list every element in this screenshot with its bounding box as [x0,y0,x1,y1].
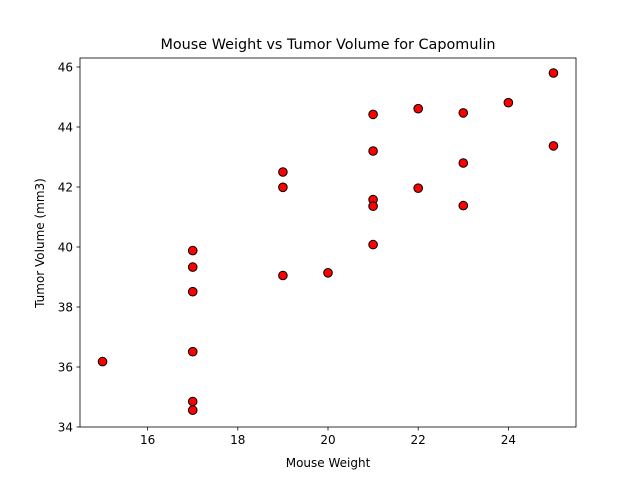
y-tick-label: 42 [58,181,73,195]
scatter-point [548,68,559,78]
scatter-point [278,167,288,177]
scatter-point [368,239,378,250]
y-tick-label: 38 [58,301,73,315]
scatter-point [278,182,288,193]
x-tick-label: 22 [411,433,426,447]
data-points [97,68,559,416]
x-axis-ticks: 16 18 20 22 24 [140,427,516,447]
scatter-point [187,286,198,297]
scatter-point [368,201,378,211]
y-tick-label: 36 [58,361,73,375]
axes-frame [79,57,577,428]
scatter-point [413,183,423,193]
scatter-point [458,200,469,211]
scatter-point [187,396,198,407]
y-axis-label: Tumor Volume (mm3) [33,178,47,309]
y-tick-label: 46 [58,61,73,75]
scatter-point [548,141,559,151]
x-tick-label: 20 [320,433,335,447]
scatter-point [503,97,514,108]
scatter-point [323,268,333,278]
scatter-point [278,270,288,281]
y-tick-label: 44 [58,121,73,135]
scatter-point [368,146,378,156]
y-axis-ticks: 34 36 38 40 42 44 46 [58,61,80,435]
scatter-point [187,405,198,416]
y-tick-label: 40 [58,241,73,255]
scatter-point [368,109,378,120]
scatter-point [97,356,108,367]
x-tick-label: 18 [230,433,245,447]
x-tick-label: 24 [501,433,516,447]
x-axis-label: Mouse Weight [286,456,371,470]
scatter-point [458,108,469,118]
chart-title: Mouse Weight vs Tumor Volume for Capomul… [160,37,495,53]
x-tick-label: 16 [140,433,155,447]
scatter-point [458,158,469,168]
scatter-point [187,346,198,357]
scatter-point [413,103,423,114]
scatter-point [187,245,198,256]
scatter-point [187,262,198,272]
y-tick-label: 34 [58,421,73,435]
